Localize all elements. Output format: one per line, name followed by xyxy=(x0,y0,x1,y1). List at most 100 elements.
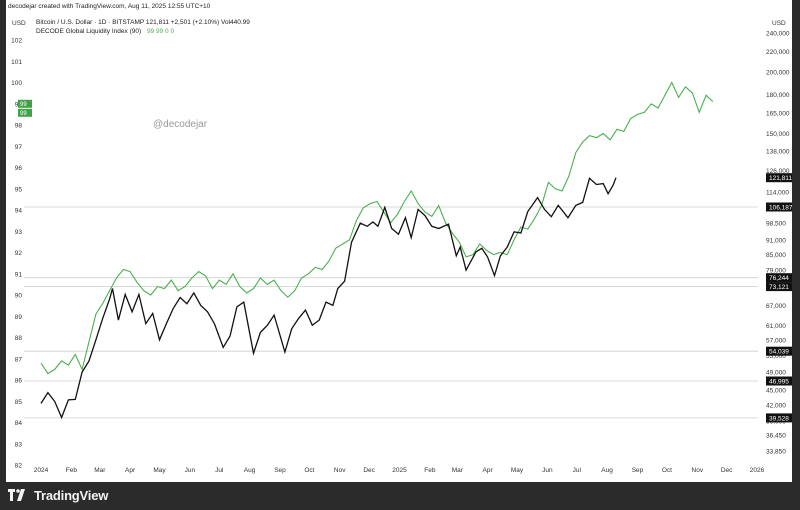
chart-panel[interactable]: decodejar created with TradingView.com, … xyxy=(6,0,792,482)
left-tick-label: 92 xyxy=(15,250,23,257)
left-tick-label: 85 xyxy=(15,399,23,406)
right-tick-label: 165,000 xyxy=(766,111,790,118)
price-badge xyxy=(766,346,792,356)
right-tick-label: 91,000 xyxy=(766,238,786,245)
x-tick-label: Feb xyxy=(424,467,436,474)
right-tick-label: 200,000 xyxy=(766,69,790,76)
x-tick-label: May xyxy=(153,467,166,474)
left-axis-ticks: 1021011009998979695949392919089888786858… xyxy=(11,38,22,470)
x-tick-label: Jun xyxy=(542,467,553,474)
left-axis-unit: USD xyxy=(12,20,26,27)
left-tick-label: 90 xyxy=(15,293,23,300)
left-tick-label: 83 xyxy=(15,441,23,448)
price-badge xyxy=(766,173,792,183)
price-badge-label: 39,528 xyxy=(769,415,789,422)
liquidity-badge-label: 99 xyxy=(20,111,27,117)
x-tick-label: Mar xyxy=(94,467,106,474)
x-tick-label: Dec xyxy=(363,467,375,474)
btc-legend[interactable]: Bitcoin / U.S. Dollar · 1D · BITSTAMP 12… xyxy=(36,19,250,26)
price-badge-label: 106,187 xyxy=(769,205,792,212)
left-tick-label: 93 xyxy=(15,229,23,236)
chart-plot[interactable]: 102 101 100 99 98 97 96 95 94 93 92 91 90 89 88 87 86 85 8… xyxy=(6,0,792,482)
price-badge xyxy=(766,413,792,423)
right-tick-label: 49,000 xyxy=(766,370,786,377)
tradingview-footer[interactable]: TradingView xyxy=(8,484,108,506)
price-badges: 121,811 106,187 76,244 73,121 54,039 46,995 39… xyxy=(18,99,792,423)
right-axis-ticks: 240,000 220,000 200,000 180,000 165,000 150,0… xyxy=(766,31,790,456)
watermark: @decodejar xyxy=(153,119,208,130)
left-tick-label: 95 xyxy=(15,186,23,193)
liquidity-legend-label: DECODE Global Liquidity Index (90) xyxy=(36,28,142,35)
x-tick-label: Oct xyxy=(662,467,672,474)
right-tick-label: 57,000 xyxy=(766,337,786,344)
right-tick-label: 114,000 xyxy=(766,189,789,196)
right-tick-label: 240,000 xyxy=(766,31,790,38)
x-tick-label: Aug xyxy=(601,467,613,474)
price-badge-label: 121,811 xyxy=(769,175,792,182)
x-tick-label: Jul xyxy=(215,467,224,474)
left-tick-label: 94 xyxy=(15,208,23,215)
x-tick-label: Oct xyxy=(304,467,314,474)
right-axis-unit: USD xyxy=(772,20,786,27)
left-tick-label: 89 xyxy=(15,314,23,321)
price-badge xyxy=(766,202,792,212)
btc-series-line xyxy=(40,177,617,420)
x-tick-label: Sep xyxy=(632,467,644,474)
left-tick-label: 86 xyxy=(15,378,23,385)
left-tick-label: 100 xyxy=(11,80,22,87)
x-tick-label: Nov xyxy=(334,467,346,474)
price-badge-label: 73,121 xyxy=(769,284,789,291)
left-tick-label: 87 xyxy=(15,356,23,363)
x-tick-label: 2024 xyxy=(34,467,49,474)
tradingview-brand: TradingView xyxy=(34,487,109,503)
x-tick-label: Jul xyxy=(573,467,582,474)
x-axis-ticks: 2024 Feb Mar Apr May Jun Jul Aug Sep Oct Nov Dec 202… xyxy=(34,467,765,474)
right-tick-label: 98,500 xyxy=(766,221,786,228)
horizontal-lines xyxy=(24,206,758,419)
left-tick-label: 96 xyxy=(15,165,23,172)
x-tick-label: Feb xyxy=(66,467,78,474)
left-tick-label: 91 xyxy=(15,271,23,278)
x-tick-label: Jun xyxy=(185,467,196,474)
price-badge xyxy=(766,282,792,292)
liquidity-badge-label: 99 xyxy=(20,102,27,108)
price-badge-label: 46,995 xyxy=(769,379,789,386)
x-tick-label: Sep xyxy=(274,467,286,474)
right-tick-label: 138,000 xyxy=(766,149,790,156)
price-badge-label: 54,039 xyxy=(769,349,789,356)
left-tick-label: 102 xyxy=(11,38,22,45)
liquidity-legend[interactable]: DECODE Global Liquidity Index (90) 99 99… xyxy=(36,28,174,35)
x-tick-label: 2026 xyxy=(750,467,765,474)
right-tick-label: 42,000 xyxy=(766,403,786,410)
left-tick-label: 97 xyxy=(15,144,23,151)
liquidity-legend-values: 99 99 0 0 xyxy=(146,28,175,35)
right-tick-label: 180,000 xyxy=(766,92,790,99)
price-badge-label: 76,244 xyxy=(769,275,789,282)
left-tick-label: 88 xyxy=(15,335,23,342)
right-tick-label: 33,850 xyxy=(766,449,786,456)
price-badge xyxy=(766,376,792,386)
left-tick-label: 82 xyxy=(15,463,23,470)
right-tick-label: 36,450 xyxy=(766,433,786,440)
x-tick-label: Aug xyxy=(244,467,256,474)
right-tick-label: 67,000 xyxy=(766,303,786,310)
right-tick-label: 79,000 xyxy=(766,268,786,275)
x-tick-label: Apr xyxy=(125,467,136,474)
x-tick-label: 2025 xyxy=(392,467,407,474)
liquidity-badge xyxy=(18,108,32,117)
price-badge xyxy=(766,273,792,283)
right-tick-label: 220,000 xyxy=(766,49,790,56)
right-tick-label: 150,000 xyxy=(766,131,790,138)
right-tick-label: 45,000 xyxy=(766,388,786,395)
tradingview-logo-icon xyxy=(8,489,25,501)
right-tick-label: 53,000 xyxy=(766,353,786,360)
x-tick-label: Mar xyxy=(452,467,464,474)
left-tick-label: 98 xyxy=(15,123,23,130)
right-tick-label: 85,000 xyxy=(766,252,786,259)
x-tick-label: May xyxy=(511,467,524,474)
x-tick-label: Apr xyxy=(483,467,494,474)
right-tick-label: 126,000 xyxy=(766,168,790,175)
liquidity-badge xyxy=(18,99,32,108)
x-tick-label: Nov xyxy=(692,467,704,474)
left-tick-label: 101 xyxy=(11,59,22,66)
